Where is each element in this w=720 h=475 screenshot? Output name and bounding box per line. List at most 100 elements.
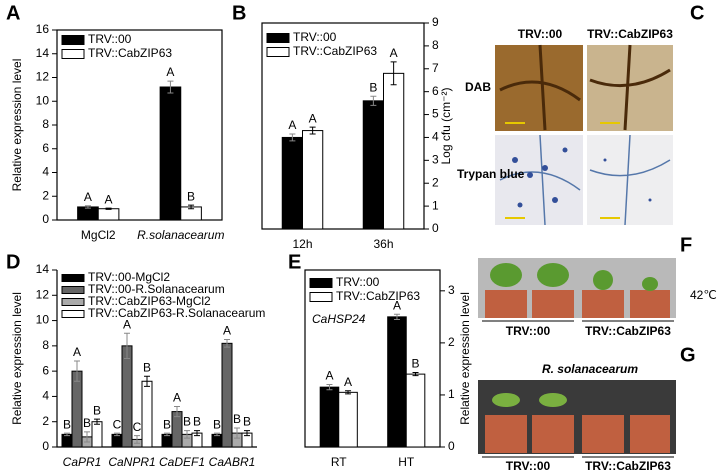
photo-trypan bbox=[495, 135, 583, 225]
x-tick-label: CaPR1 bbox=[63, 455, 102, 469]
significance-letter: B bbox=[369, 80, 377, 94]
significance-letter: B bbox=[187, 189, 195, 203]
y-tick-label: 2 bbox=[42, 188, 49, 202]
axis-frame bbox=[261, 22, 425, 230]
bar bbox=[159, 86, 182, 221]
legend-label: TRV::00 bbox=[293, 30, 337, 44]
pots bbox=[485, 290, 670, 318]
photo-col-label: TRV::CabZIP63 bbox=[587, 27, 673, 41]
bar bbox=[405, 373, 426, 448]
panel-letter: D bbox=[6, 251, 20, 273]
legend-label: TRV::00 bbox=[88, 32, 132, 46]
legend-swatch bbox=[61, 49, 85, 59]
error-bar bbox=[114, 432, 120, 437]
y-tick-label: 2 bbox=[448, 335, 455, 349]
legend-swatch bbox=[309, 278, 333, 288]
axis-frame bbox=[304, 269, 441, 448]
error-bar bbox=[393, 313, 400, 320]
bar bbox=[141, 380, 153, 448]
y-tick-label: 1 bbox=[448, 387, 455, 401]
significance-letter: B bbox=[163, 417, 171, 431]
error-bar bbox=[84, 431, 90, 443]
legend-swatch bbox=[61, 274, 85, 282]
bar bbox=[111, 433, 123, 448]
bar bbox=[61, 433, 73, 448]
photo-col-label: TRV::00 bbox=[518, 27, 563, 41]
y-tick-label: 6 bbox=[42, 363, 49, 377]
significance-letter: A bbox=[105, 192, 113, 206]
bar bbox=[362, 100, 384, 230]
panel-letter: G bbox=[680, 344, 696, 366]
error-bar bbox=[167, 80, 174, 94]
x-tick-label: HT bbox=[398, 455, 415, 469]
error-bar bbox=[412, 372, 419, 377]
significance-letter: A bbox=[166, 65, 174, 79]
significance-letter: A bbox=[84, 190, 92, 204]
y-tick-label: 6 bbox=[432, 84, 439, 98]
significance-letter: B bbox=[183, 415, 191, 429]
y-tick-label: 4 bbox=[42, 165, 49, 179]
legend-label: TRV::CabZIP63-R.Solanacearum bbox=[88, 306, 265, 320]
y-tick-label: 2 bbox=[432, 175, 439, 189]
group-label: TRV::CabZIP63 bbox=[585, 459, 671, 473]
error-bar bbox=[244, 430, 250, 437]
significance-letter: B bbox=[63, 417, 71, 431]
y-tick-label: 5 bbox=[432, 107, 439, 121]
pots bbox=[485, 415, 670, 453]
y-tick-label: 14 bbox=[36, 262, 50, 276]
error-bar bbox=[164, 432, 170, 437]
y-tick-label: 4 bbox=[42, 389, 49, 403]
photo-trypan bbox=[587, 135, 673, 225]
error-bar bbox=[124, 332, 130, 359]
temperature-label: 42℃ bbox=[690, 288, 717, 302]
error-bar bbox=[224, 339, 230, 348]
legend-swatch bbox=[309, 292, 333, 302]
significance-letter: B bbox=[83, 416, 91, 430]
panel-letter: E bbox=[288, 251, 301, 273]
error-bar bbox=[194, 430, 200, 437]
photo-row-label: DAB bbox=[465, 80, 491, 94]
bar bbox=[91, 421, 103, 448]
photo-row-label: Trypan blue bbox=[457, 167, 525, 181]
legend-swatch bbox=[266, 47, 290, 57]
error-bar bbox=[105, 207, 112, 210]
panel-letter: A bbox=[6, 2, 20, 24]
bar bbox=[77, 206, 99, 221]
significance-letter: A bbox=[390, 46, 398, 60]
y-tick-label: 0 bbox=[448, 439, 455, 453]
error-bar bbox=[74, 360, 80, 382]
significance-letter: C bbox=[133, 420, 142, 434]
bar bbox=[121, 345, 133, 448]
x-tick-label: CaDEF1 bbox=[159, 455, 205, 469]
significance-letter: C bbox=[113, 417, 122, 431]
error-bar bbox=[174, 406, 180, 418]
y-axis-label: Relative expression level bbox=[10, 292, 24, 425]
bar bbox=[71, 370, 83, 448]
group-label: TRV::00 bbox=[506, 324, 551, 338]
significance-letter: A bbox=[288, 118, 296, 132]
error-bar bbox=[234, 427, 240, 439]
y-tick-label: 8 bbox=[42, 338, 49, 352]
leaves bbox=[490, 263, 658, 291]
significance-letter: A bbox=[344, 375, 352, 389]
group-label: TRV::CabZIP63 bbox=[585, 324, 671, 338]
group-label: TRV::00 bbox=[506, 459, 551, 473]
photo-title: R. solanacearum bbox=[542, 362, 638, 376]
y-tick-label: 10 bbox=[36, 93, 50, 107]
y-tick-label: 1 bbox=[432, 198, 439, 212]
error-bar bbox=[309, 126, 316, 135]
bar bbox=[161, 433, 173, 448]
photo-veins bbox=[499, 44, 671, 131]
significance-letter: A bbox=[123, 317, 131, 331]
y-tick-label: 9 bbox=[432, 15, 439, 29]
bar bbox=[302, 130, 324, 230]
significance-letter: A bbox=[223, 324, 231, 338]
error-bar bbox=[326, 384, 333, 391]
panel-letter: F bbox=[680, 234, 692, 256]
legend-label: TRV::CabZIP63 bbox=[336, 289, 420, 303]
error-bar bbox=[289, 133, 296, 142]
legend-label: TRV::00-MgCl2 bbox=[88, 270, 170, 284]
error-bar bbox=[134, 435, 140, 444]
significance-letter: B bbox=[213, 417, 221, 431]
